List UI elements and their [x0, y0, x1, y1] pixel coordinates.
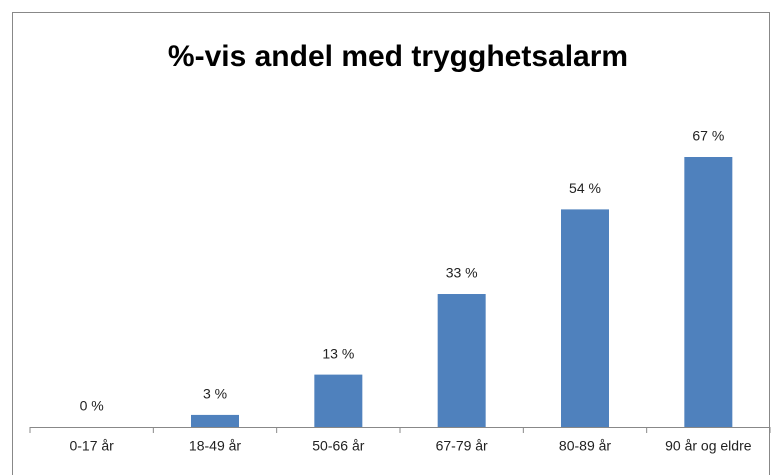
bar — [437, 294, 486, 427]
bar — [561, 209, 609, 427]
data-label: 54 % — [569, 180, 601, 196]
data-label: 67 % — [692, 128, 724, 144]
x-tick-label: 0-17 år — [69, 438, 114, 454]
data-label: 33 % — [446, 265, 478, 281]
bar — [191, 414, 239, 427]
data-label: 0 % — [80, 398, 104, 414]
data-label: 13 % — [322, 345, 354, 361]
x-tick-label: 67-79 år — [436, 438, 488, 454]
x-tick-label: 18-49 år — [189, 438, 241, 454]
bar — [314, 374, 363, 427]
x-tick-label: 90 år og eldre — [665, 438, 752, 454]
x-tick-label: 80-89 år — [559, 438, 611, 454]
chart-title: %-vis andel med trygghetsalarm — [168, 40, 628, 73]
bar — [684, 157, 733, 427]
data-label: 3 % — [203, 386, 227, 402]
x-tick-label: 50-66 år — [312, 438, 364, 454]
chart-frame — [12, 12, 770, 475]
